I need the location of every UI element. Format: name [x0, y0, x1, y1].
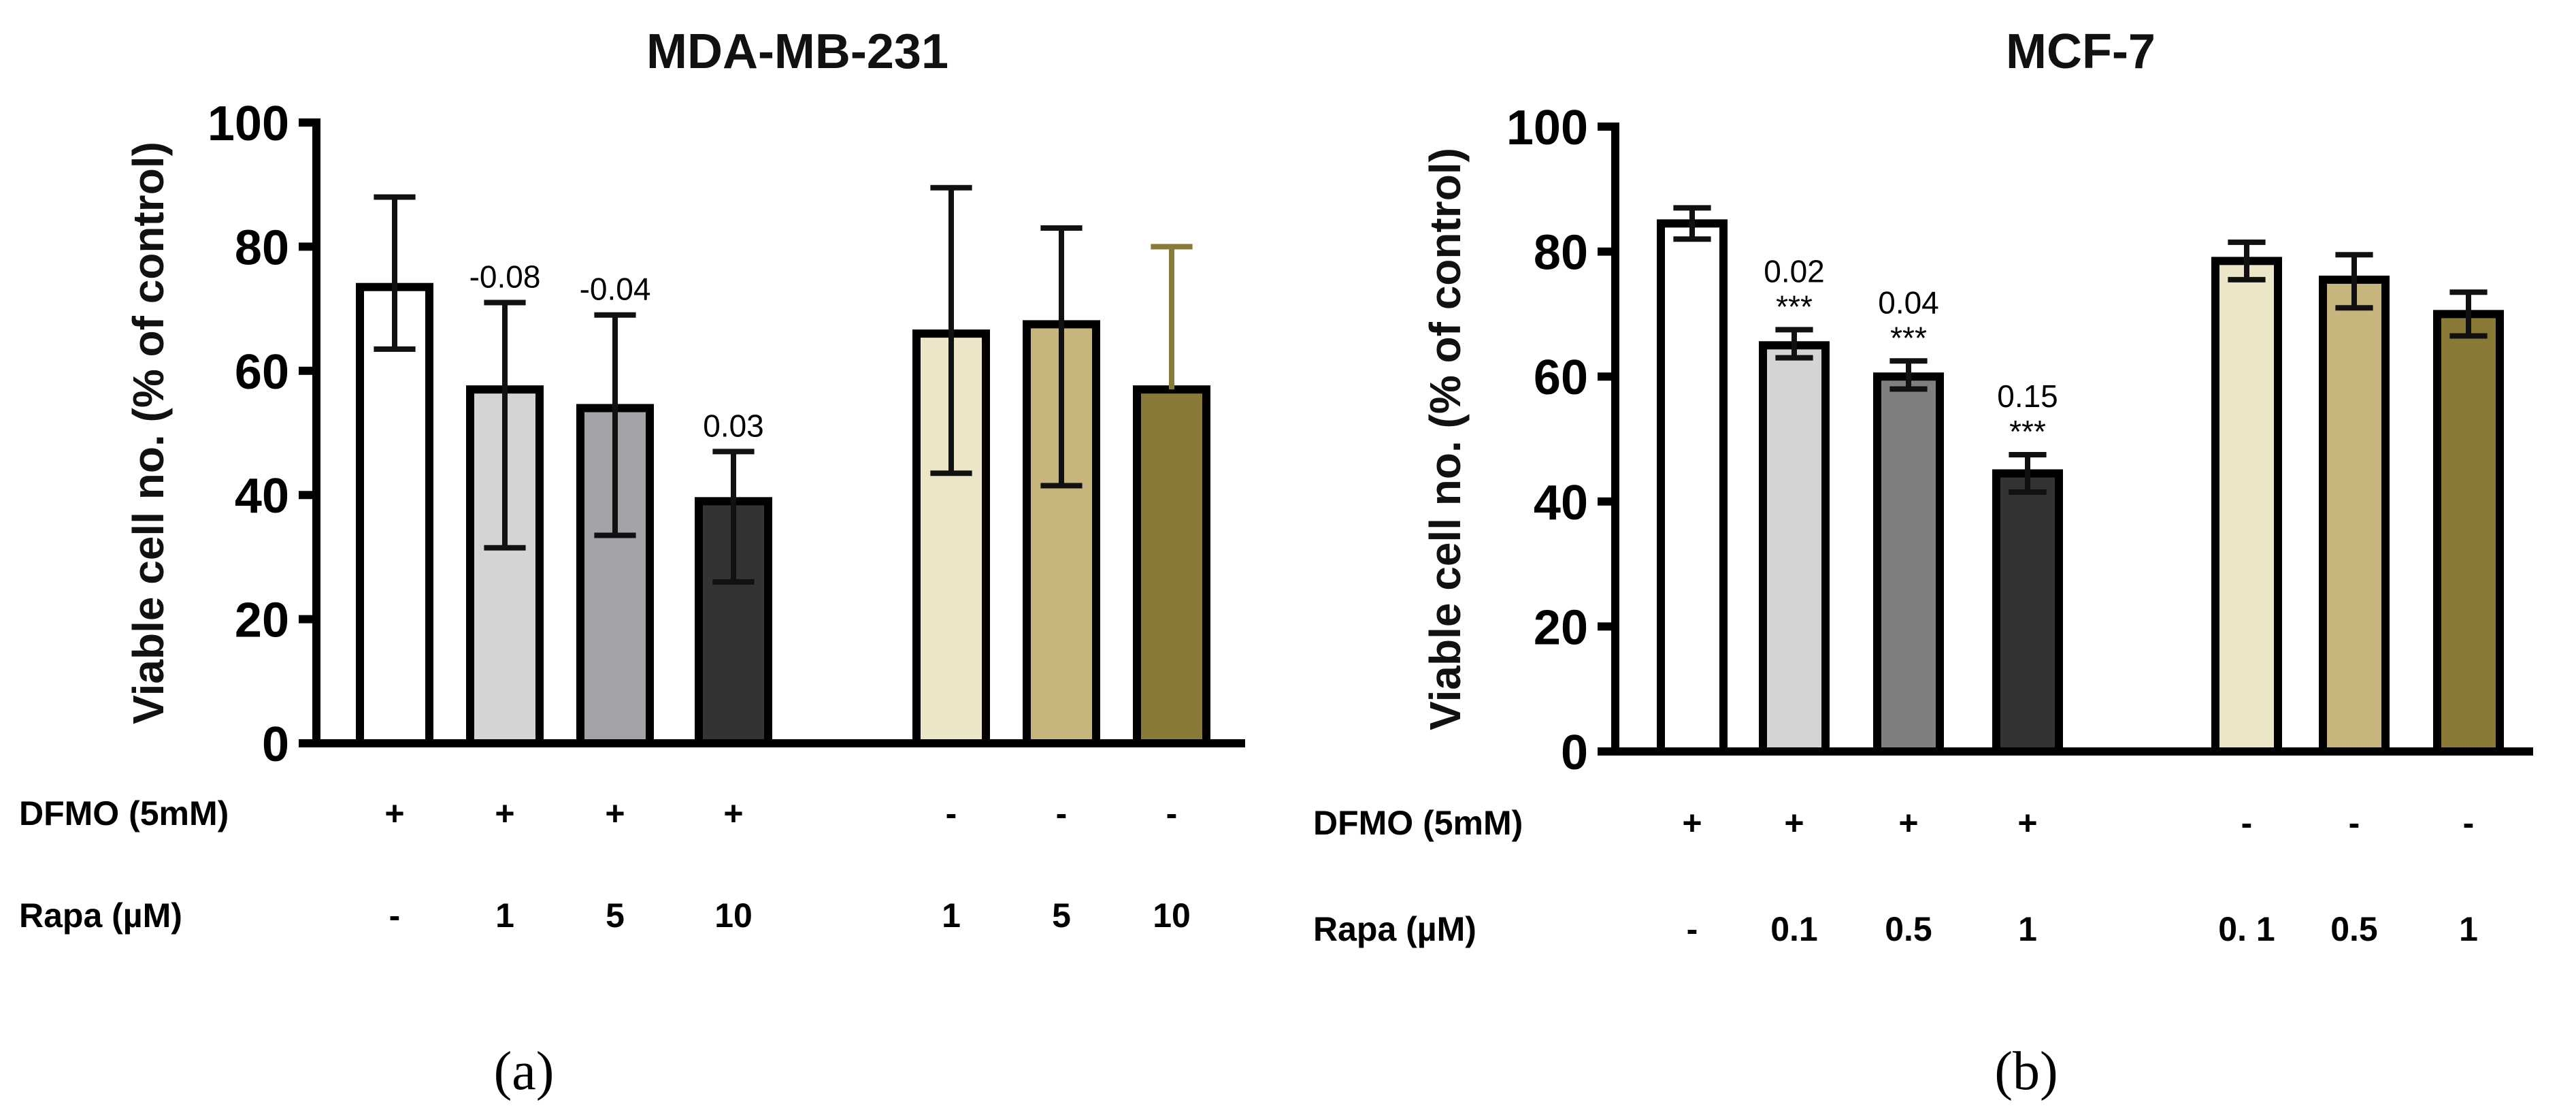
dfmo-cell: - — [1166, 794, 1178, 832]
dfmo-cell: - — [2349, 804, 2360, 842]
y-tick-label: 40 — [1534, 476, 1588, 530]
rapa-cell: 0.5 — [1885, 910, 1932, 948]
dfmo-cell: - — [1056, 794, 1068, 832]
row-label-rapa: Rapa (µM) — [1313, 910, 1476, 948]
dfmo-cell: + — [2017, 804, 2037, 842]
row-label-dfmo: DFMO (5mM) — [1313, 804, 1523, 842]
bar — [2319, 275, 2390, 756]
bar — [1992, 469, 2063, 756]
bar-annotation: 0.15 — [1997, 378, 2058, 414]
y-tick-label: 60 — [1534, 351, 1588, 405]
panel-a: MDA-MB-231 Viable cell no. (% of control)… — [19, 25, 1245, 1101]
rapa-cell: 1 — [942, 896, 961, 935]
rapa-cell: 5 — [606, 896, 625, 935]
row-label-rapa: Rapa (µM) — [19, 896, 182, 935]
rapa-cell: - — [389, 896, 401, 935]
bar — [1873, 372, 1944, 756]
y-tick-label: 100 — [1506, 101, 1588, 155]
bar-annotation: -0.08 — [469, 259, 541, 294]
bar-annotation: 0.04 — [1878, 285, 1939, 320]
rapa-cell: 10 — [1153, 896, 1191, 935]
dfmo-cell: + — [723, 794, 743, 832]
rapa-cell: 0. 1 — [2218, 910, 2275, 948]
bar — [1759, 341, 1830, 756]
rapa-cell: 5 — [1052, 896, 1071, 935]
y-tick-label: 100 — [208, 97, 289, 151]
chart-title: MDA-MB-231 — [646, 25, 948, 79]
dfmo-cell: + — [384, 794, 404, 832]
y-tick-label: 20 — [235, 594, 289, 648]
rapa-cell: 1 — [495, 896, 514, 935]
y-tick-label: 0 — [1561, 726, 1588, 780]
rapa-cell: 1 — [2459, 910, 2478, 948]
bar — [2433, 310, 2504, 756]
dfmo-cell: + — [1784, 804, 1804, 842]
panel-label: (b) — [1994, 1041, 2058, 1101]
bar — [1133, 385, 1210, 747]
rapa-cell: 0.5 — [2330, 910, 2378, 948]
rapa-cell: - — [1687, 910, 1698, 948]
dfmo-cell: + — [1682, 804, 1702, 842]
dfmo-cell: + — [495, 794, 514, 832]
significance-stars: *** — [1776, 289, 1813, 324]
significance-stars: *** — [2009, 414, 2046, 449]
y-tick-label: 80 — [1534, 226, 1588, 280]
rapa-cell: 10 — [714, 896, 753, 935]
bar-annotation: 0.02 — [1764, 253, 1825, 289]
significance-stars: *** — [1890, 320, 1927, 355]
y-tick-label: 20 — [1534, 600, 1588, 655]
bar-annotation: 0.03 — [703, 408, 764, 443]
bar — [356, 282, 433, 747]
y-axis-label: Viable cell no. (% of control) — [124, 142, 173, 724]
dfmo-cell: + — [605, 794, 625, 832]
y-tick-label: 40 — [235, 469, 289, 523]
bar — [1657, 219, 1728, 756]
y-tick-label: 60 — [235, 345, 289, 400]
rapa-cell: 0.1 — [1770, 910, 1818, 948]
bar — [2211, 257, 2282, 756]
y-tick-label: 0 — [262, 717, 289, 772]
dfmo-cell: - — [946, 794, 957, 832]
y-axis-label: Viable cell no. (% of control) — [1421, 148, 1470, 730]
bar-annotation: -0.04 — [580, 272, 651, 307]
panel-label: (a) — [494, 1041, 555, 1101]
y-tick-label: 80 — [235, 221, 289, 275]
chart-title: MCF-7 — [2006, 25, 2156, 79]
dfmo-cell: - — [2463, 804, 2475, 842]
row-label-dfmo: DFMO (5mM) — [19, 794, 229, 832]
dfmo-cell: + — [1898, 804, 1918, 842]
panel-b: MCF-7 Viable cell no. (% of control) 0 20 40… — [1313, 25, 2533, 1101]
dfmo-cell: - — [2241, 804, 2253, 842]
rapa-cell: 1 — [2018, 910, 2037, 948]
